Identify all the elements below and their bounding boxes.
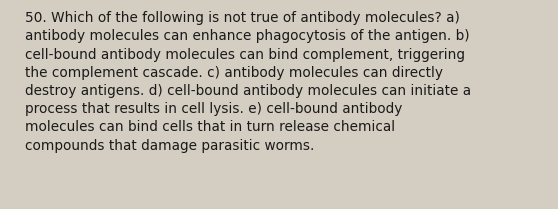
Text: 50. Which of the following is not true of antibody molecules? a)
antibody molecu: 50. Which of the following is not true o… [25,11,471,153]
